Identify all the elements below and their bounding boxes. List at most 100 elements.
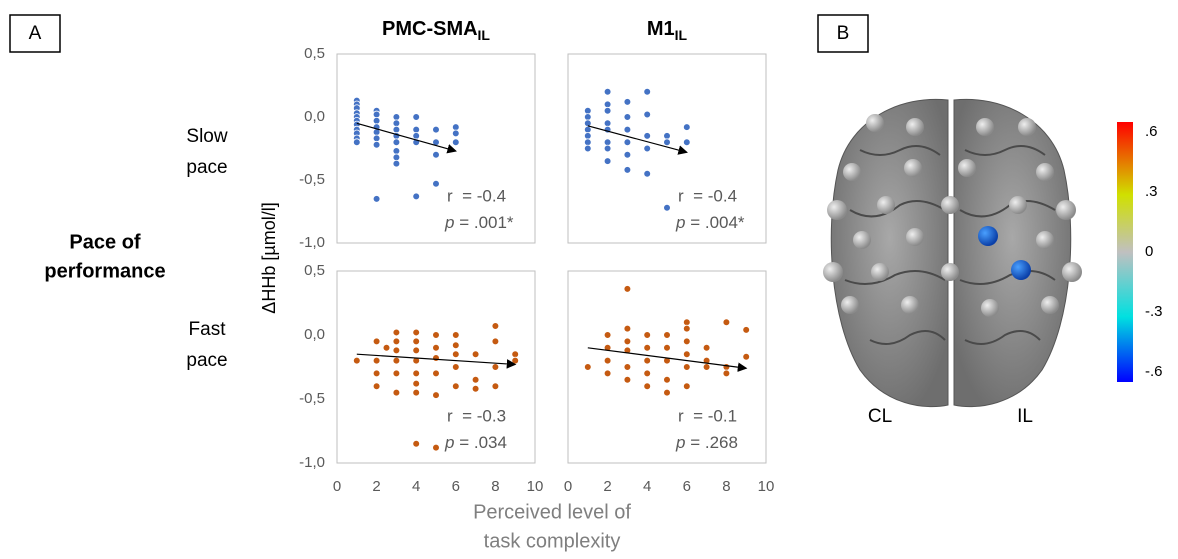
point <box>491 337 500 346</box>
point <box>603 119 612 128</box>
point <box>412 388 421 397</box>
point <box>623 346 632 355</box>
x-tick-label: 8 <box>722 478 730 495</box>
point <box>451 363 460 371</box>
point <box>491 363 500 371</box>
point <box>603 157 612 165</box>
point <box>392 113 401 121</box>
point <box>682 382 691 391</box>
point <box>603 331 612 339</box>
point <box>432 369 440 378</box>
x-tick-label: 2 <box>603 478 611 495</box>
point <box>451 138 460 147</box>
point <box>432 354 440 362</box>
point <box>511 356 520 365</box>
x-tick-label: 10 <box>527 478 544 495</box>
point <box>432 179 440 188</box>
panel-label: B <box>837 23 850 44</box>
point <box>643 382 651 391</box>
point <box>372 134 381 143</box>
r-annotation: r = -0.4 <box>678 186 737 205</box>
point <box>392 147 401 155</box>
point <box>471 384 480 393</box>
x-tick-label: 4 <box>412 478 420 495</box>
point <box>702 363 711 371</box>
point <box>583 144 592 153</box>
point <box>663 132 671 140</box>
panel-label: A <box>29 23 42 44</box>
point <box>491 382 500 391</box>
panel-box <box>817 14 869 53</box>
point <box>603 356 612 365</box>
point <box>623 363 632 371</box>
point <box>392 159 401 168</box>
point <box>412 192 421 201</box>
point <box>412 356 421 365</box>
point <box>372 116 381 125</box>
point <box>682 138 691 147</box>
row-label: Fast <box>189 319 227 340</box>
point <box>412 439 421 448</box>
point <box>432 151 440 159</box>
p-value: = .004* <box>685 213 744 232</box>
point <box>412 379 421 388</box>
point <box>742 326 750 334</box>
point <box>372 337 381 346</box>
point <box>722 318 731 327</box>
point <box>392 356 401 365</box>
x-tick-label: 0 <box>333 478 341 495</box>
point <box>663 343 671 352</box>
point <box>392 125 401 134</box>
point <box>682 350 691 359</box>
point <box>643 110 651 119</box>
point <box>583 132 592 140</box>
trend-line <box>356 122 457 154</box>
trend-line <box>356 353 517 369</box>
x-axis-label: task complexity <box>484 530 621 552</box>
point <box>643 356 651 365</box>
point <box>742 352 750 361</box>
colorbar <box>1117 122 1133 382</box>
point <box>643 144 651 153</box>
colorbar-tick-label: .6 <box>1145 123 1158 140</box>
p-value: = .034 <box>454 433 506 452</box>
x-tick-label: 2 <box>372 478 380 495</box>
point <box>432 125 440 134</box>
point <box>603 100 612 109</box>
brain <box>823 98 1082 408</box>
point <box>451 382 460 391</box>
point <box>663 375 671 384</box>
point <box>643 88 651 96</box>
point <box>392 369 401 378</box>
colorbar-tick-label: -.3 <box>1145 303 1163 320</box>
y-tick-label: 0,0 <box>304 108 325 125</box>
colorbar-tick-label: .3 <box>1145 183 1158 200</box>
point <box>412 369 421 378</box>
p-symbol: p <box>675 213 685 232</box>
point <box>352 356 361 365</box>
point <box>623 285 632 293</box>
point <box>372 369 381 378</box>
title-text: M1 <box>647 18 675 40</box>
point <box>583 138 592 147</box>
point <box>471 350 480 359</box>
point <box>491 322 500 330</box>
p-symbol: p <box>444 213 454 232</box>
y-tick-label: 0,0 <box>304 326 325 343</box>
point <box>451 129 460 138</box>
point <box>643 369 651 378</box>
point <box>623 125 632 134</box>
x-tick-label: 6 <box>683 478 691 495</box>
point <box>663 356 671 365</box>
point <box>511 350 520 359</box>
point <box>372 382 381 391</box>
plot-frame <box>567 53 767 244</box>
point <box>412 132 421 140</box>
point <box>412 346 421 355</box>
point <box>412 125 421 134</box>
point <box>603 88 612 96</box>
point <box>432 331 440 339</box>
point <box>432 443 440 452</box>
point <box>583 106 592 115</box>
